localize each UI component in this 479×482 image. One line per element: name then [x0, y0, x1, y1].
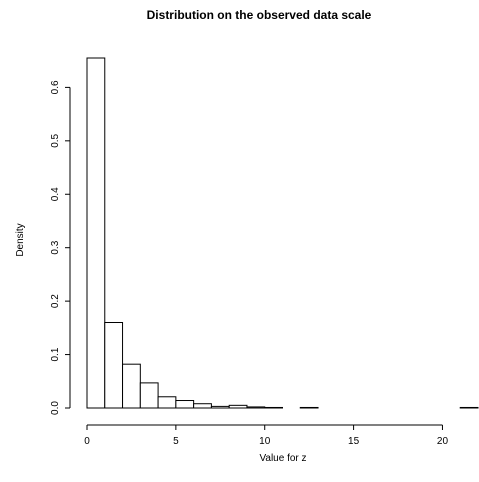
histogram-bar-3: [139, 382, 159, 409]
y-tick-label-4: 0.4: [50, 187, 61, 201]
y-tick-label-0: 0.0: [50, 401, 61, 415]
histogram-bar-10: [264, 406, 283, 409]
y-axis: 0.0 0.1 0.2 0.3 0.4 0.5 0.6: [50, 80, 71, 415]
histogram-bar-1: [104, 322, 124, 409]
chart-title: Distribution on the observed data scale: [147, 8, 372, 22]
histogram-bar-9: [246, 406, 266, 409]
histogram-bar-7: [210, 405, 230, 409]
y-tick-label-2: 0.2: [50, 294, 61, 308]
y-axis-label: Density: [15, 223, 26, 256]
x-tick-label-1: 5: [173, 436, 179, 447]
histogram-bar-8: [228, 404, 248, 409]
y-tick-label-5: 0.5: [50, 133, 61, 147]
histogram-bar-21: [459, 406, 479, 409]
histogram-bar-12: [299, 406, 319, 409]
histogram-bar-4: [157, 396, 177, 409]
histogram-bar-6: [193, 403, 212, 409]
x-tick-label-0: 0: [84, 436, 90, 447]
x-tick-label-4: 20: [437, 436, 449, 447]
y-tick-label-6: 0.6: [50, 80, 61, 94]
y-tick-label-1: 0.1: [50, 347, 61, 361]
x-tick-label-3: 15: [348, 436, 360, 447]
y-tick-label-3: 0.3: [50, 240, 61, 254]
x-tick-label-2: 10: [259, 436, 271, 447]
histogram-bar-5: [175, 400, 195, 409]
bars-group: [86, 57, 479, 409]
x-axis-label: Value for z: [259, 453, 306, 464]
histogram-bar-2: [122, 363, 141, 409]
x-axis: 0 5 10 15 20: [84, 424, 449, 447]
histogram-bar-0: [86, 57, 106, 409]
